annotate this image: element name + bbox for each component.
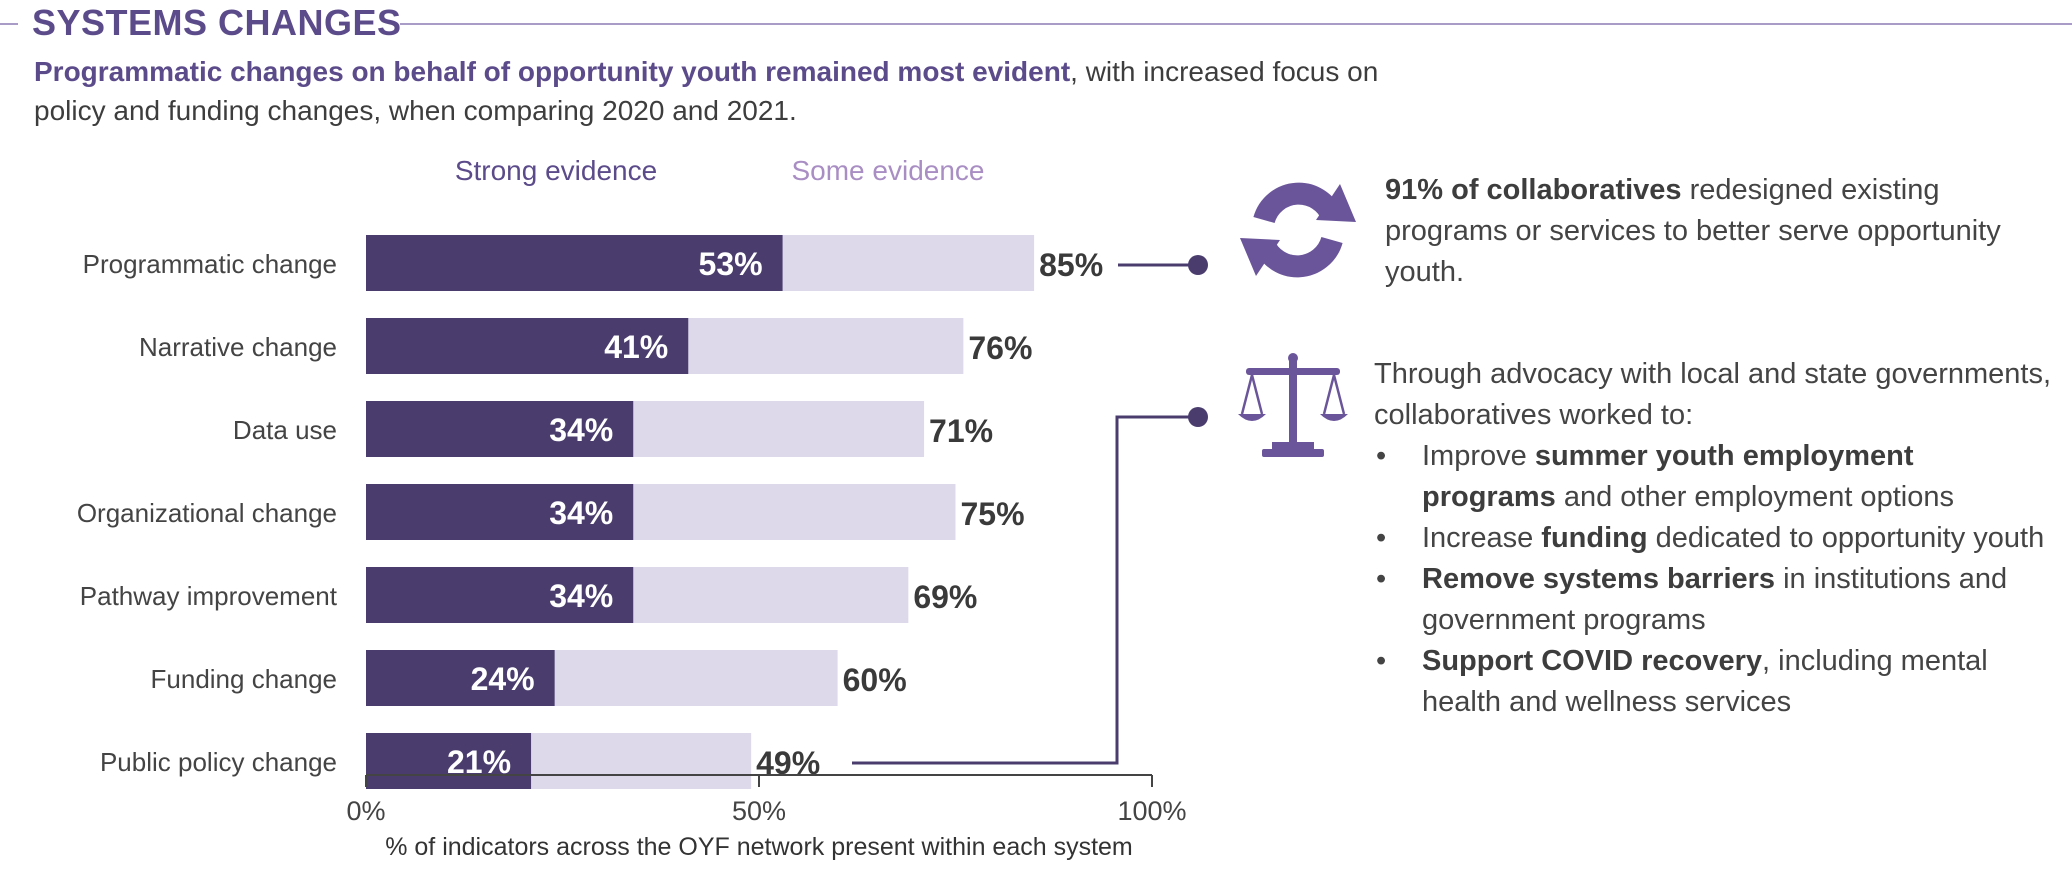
strong-value-label: 41% bbox=[604, 329, 668, 365]
bar-strong-evidence bbox=[366, 650, 555, 706]
bullet-highlight: Remove systems barriers bbox=[1422, 563, 1776, 595]
refresh-arrows-icon bbox=[1240, 182, 1356, 278]
section-title: SYSTEMS CHANGES bbox=[32, 2, 402, 43]
connector-line bbox=[852, 415, 1198, 765]
category-label: Organizational change bbox=[77, 498, 337, 528]
scales-icon bbox=[1238, 353, 1348, 457]
bullet-text: Increase bbox=[1422, 522, 1542, 554]
category-label: Funding change bbox=[151, 664, 337, 694]
some-value-label: 69% bbox=[913, 579, 977, 615]
x-tick-label: 100% bbox=[1117, 796, 1186, 826]
policy-panel: Through advocacy with local and state go… bbox=[1374, 354, 2054, 723]
policy-bullet: Improve summer youth employment programs… bbox=[1374, 436, 2054, 518]
policy-bullet: Remove systems barriers in institutions … bbox=[1374, 559, 2054, 641]
bullet-highlight: summer youth employment programs bbox=[1422, 440, 1914, 513]
x-axis-label: % of indicators across the OYF network p… bbox=[385, 833, 1133, 861]
connector-dot bbox=[1188, 255, 1208, 275]
bar-strong-evidence bbox=[366, 484, 634, 540]
category-label: Narrative change bbox=[139, 332, 337, 362]
strong-value-label: 34% bbox=[549, 578, 613, 614]
bar-strong-evidence bbox=[366, 401, 634, 457]
policy-bullet-list: Improve summer youth employment programs… bbox=[1374, 436, 2054, 723]
programs-panel: 91% of collaboratives redesigned existin… bbox=[1385, 170, 2025, 293]
header-rule-right bbox=[400, 23, 2072, 25]
some-value-label: 85% bbox=[1039, 247, 1103, 283]
x-tick-label: 0% bbox=[346, 796, 385, 826]
bar-strong-evidence bbox=[366, 567, 634, 623]
policy-bullet: Increase funding dedicated to opportunit… bbox=[1374, 518, 2054, 559]
some-value-label: 60% bbox=[843, 662, 907, 698]
programs-highlight: 91% of collaboratives bbox=[1385, 174, 1682, 206]
strong-value-label: 34% bbox=[549, 495, 613, 531]
bullet-text: and other employment options bbox=[1555, 481, 1954, 513]
bullet-text: in institutions and government programs bbox=[1422, 563, 2008, 636]
bullet-highlight: Support COVID recovery bbox=[1422, 645, 1763, 677]
policy-bullet: Support COVID recovery, including mental… bbox=[1374, 641, 2054, 723]
category-label: Data use bbox=[233, 415, 337, 445]
some-value-label: 76% bbox=[968, 330, 1032, 366]
subtitle-highlight: Programmatic changes on behalf of opport… bbox=[34, 56, 1071, 87]
header-rule-left bbox=[0, 23, 18, 25]
programs-text: redesigned existing programs or services… bbox=[1385, 174, 2001, 288]
connector-dot bbox=[1188, 407, 1208, 427]
bar-chart: Strong evidence Some evidence Programmatic… bbox=[77, 155, 1208, 861]
bullet-text: , including mental health and wellness s… bbox=[1422, 645, 1988, 718]
bar-strong-evidence bbox=[366, 733, 532, 789]
some-value-label: 75% bbox=[961, 496, 1025, 532]
legend-strong-evidence: Strong evidence bbox=[455, 155, 657, 186]
category-label: Programmatic change bbox=[83, 249, 337, 279]
category-label: Pathway improvement bbox=[80, 581, 338, 611]
strong-value-label: 34% bbox=[549, 412, 613, 448]
strong-value-label: 53% bbox=[699, 246, 763, 282]
x-tick-label: 50% bbox=[732, 796, 786, 826]
bullet-highlight: funding bbox=[1541, 522, 1648, 554]
category-label: Public policy change bbox=[100, 747, 337, 777]
subtitle: Programmatic changes on behalf of opport… bbox=[34, 52, 1434, 130]
policy-intro: Through advocacy with local and state go… bbox=[1374, 358, 2052, 431]
some-value-label: 71% bbox=[929, 413, 993, 449]
subtitle-rest: , with increased focus on policy and fun… bbox=[34, 56, 1379, 126]
strong-value-label: 24% bbox=[471, 661, 535, 697]
bar-strong-evidence bbox=[366, 318, 689, 374]
bar-strong-evidence bbox=[366, 235, 783, 291]
bullet-text: dedicated to opportunity youth bbox=[1647, 522, 2045, 554]
legend-some-evidence: Some evidence bbox=[791, 155, 984, 186]
bullet-text: Improve bbox=[1422, 440, 1535, 472]
